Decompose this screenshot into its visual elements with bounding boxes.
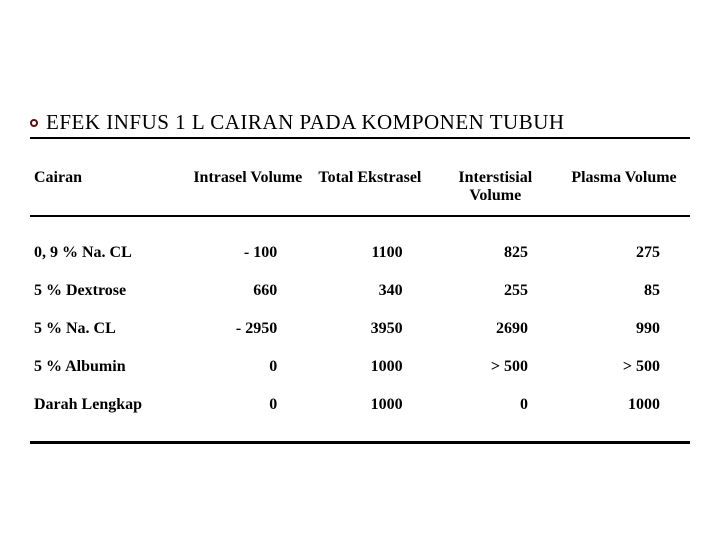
cell: 660 xyxy=(188,272,307,310)
cell: 1000 xyxy=(307,348,432,386)
cell: > 500 xyxy=(558,348,690,386)
spacer xyxy=(30,424,690,442)
bullet-icon xyxy=(30,119,38,127)
table-row: Darah Lengkap 0 1000 0 1000 xyxy=(30,386,690,424)
cell: 0 xyxy=(188,386,307,424)
cell: 990 xyxy=(558,310,690,348)
col-header-ekstrasel: Total Ekstrasel xyxy=(307,163,432,215)
col-header-cairan: Cairan xyxy=(30,163,188,215)
col-header-interstisial: Interstisial Volume xyxy=(433,163,558,215)
cell: 1100 xyxy=(307,234,432,272)
cell: 1000 xyxy=(307,386,432,424)
row-label: 0, 9 % Na. CL xyxy=(30,234,188,272)
table-row: 5 % Na. CL - 2950 3950 2690 990 xyxy=(30,310,690,348)
cell: 1000 xyxy=(558,386,690,424)
cell: 0 xyxy=(433,386,558,424)
table-row: 5 % Dextrose 660 340 255 85 xyxy=(30,272,690,310)
col-header-plasma: Plasma Volume xyxy=(558,163,690,215)
col-header-intrasel: Intrasel Volume xyxy=(188,163,307,215)
table-header-row: Cairan Intrasel Volume Total Ekstrasel I… xyxy=(30,163,690,215)
cell: > 500 xyxy=(433,348,558,386)
cell: 340 xyxy=(307,272,432,310)
row-label: 5 % Dextrose xyxy=(30,272,188,310)
page-title: EFEK INFUS 1 L CAIRAN PADA KOMPONEN TUBU… xyxy=(30,110,690,139)
table-row: 0, 9 % Na. CL - 100 1100 825 275 xyxy=(30,234,690,272)
cell: 275 xyxy=(558,234,690,272)
row-label: Darah Lengkap xyxy=(30,386,188,424)
cell: 85 xyxy=(558,272,690,310)
cell: 0 xyxy=(188,348,307,386)
cell: - 2950 xyxy=(188,310,307,348)
cell: 2690 xyxy=(433,310,558,348)
cell: - 100 xyxy=(188,234,307,272)
footer-rule xyxy=(30,442,690,444)
cell: 255 xyxy=(433,272,558,310)
table-row: 5 % Albumin 0 1000 > 500 > 500 xyxy=(30,348,690,386)
title-text: EFEK INFUS 1 L CAIRAN PADA KOMPONEN TUBU… xyxy=(46,110,565,134)
row-label: 5 % Albumin xyxy=(30,348,188,386)
row-label: 5 % Na. CL xyxy=(30,310,188,348)
spacer xyxy=(30,216,690,234)
fluid-effect-table: Cairan Intrasel Volume Total Ekstrasel I… xyxy=(30,163,690,444)
cell: 3950 xyxy=(307,310,432,348)
cell: 825 xyxy=(433,234,558,272)
